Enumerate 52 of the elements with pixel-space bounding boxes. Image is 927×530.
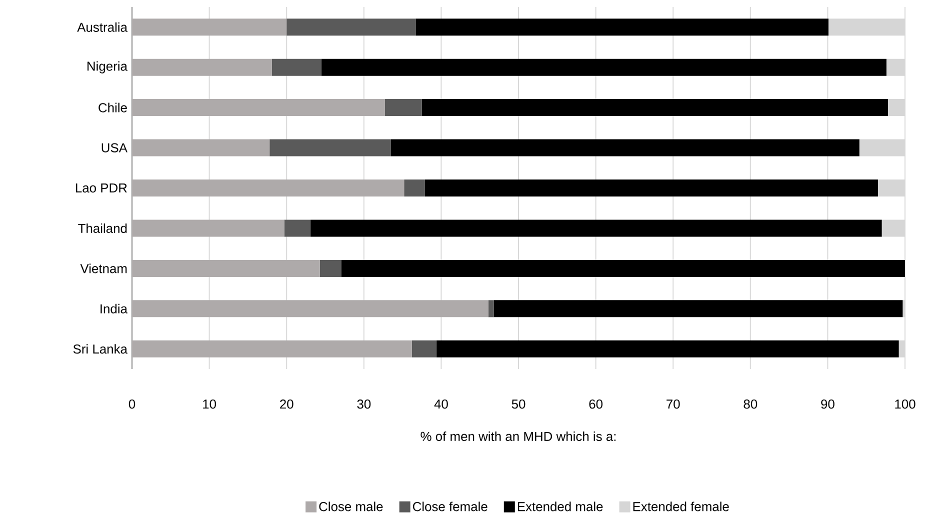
legend-label: Close female <box>412 502 488 512</box>
x-tick-label: 50 <box>512 400 526 409</box>
legend-label: Extended male <box>518 502 603 512</box>
bar <box>286 18 416 36</box>
bar <box>320 260 342 277</box>
bar <box>132 220 284 237</box>
bar <box>272 58 322 76</box>
x-tick-label: 60 <box>589 400 603 409</box>
bar <box>321 58 886 76</box>
bar <box>132 58 272 76</box>
bar <box>132 18 287 36</box>
y-tick-label: Sri Lanka <box>73 344 128 354</box>
bar <box>132 99 385 116</box>
legend-label: Close male <box>319 502 383 512</box>
bar <box>384 99 422 116</box>
bar <box>132 300 488 318</box>
bar <box>270 139 391 156</box>
x-tick-label: 90 <box>821 400 834 409</box>
x-tick-label: 40 <box>434 400 448 409</box>
x-tick-label: 30 <box>357 400 371 409</box>
bar <box>416 18 828 36</box>
y-tick-label: Lao PDR <box>76 183 127 193</box>
bar <box>132 139 270 156</box>
x-tick-label: 100 <box>895 400 916 409</box>
y-tick-label: Nigeria <box>88 61 128 74</box>
x-tick-label: 20 <box>280 400 294 409</box>
bar <box>132 180 404 197</box>
bar <box>310 220 882 237</box>
y-tick-label: Australia <box>77 22 128 32</box>
bar <box>436 340 899 358</box>
x-tick-label: 80 <box>744 400 758 409</box>
bar <box>390 139 860 156</box>
bar <box>422 99 888 116</box>
bar <box>132 260 320 277</box>
y-tick-label: India <box>100 304 128 314</box>
bar <box>494 300 903 318</box>
bar <box>488 300 494 318</box>
y-tick-label: Thailand <box>78 223 127 233</box>
bar <box>424 180 878 197</box>
x-tick-label: 70 <box>666 400 680 409</box>
y-tick-label: Chile <box>98 102 127 112</box>
bar <box>412 340 437 358</box>
x-tick-label: 10 <box>203 400 216 409</box>
y-tick-label: USA <box>102 143 128 152</box>
bar <box>404 180 425 197</box>
bar <box>341 260 906 277</box>
x-tick-label: 0 <box>128 400 136 409</box>
bar <box>284 220 311 237</box>
y-tick-label: Vietnam <box>80 264 127 274</box>
x-axis-title: % of men with an MHD which is a: <box>420 432 616 442</box>
bar <box>132 340 412 358</box>
legend-label: Extended female <box>633 502 729 512</box>
